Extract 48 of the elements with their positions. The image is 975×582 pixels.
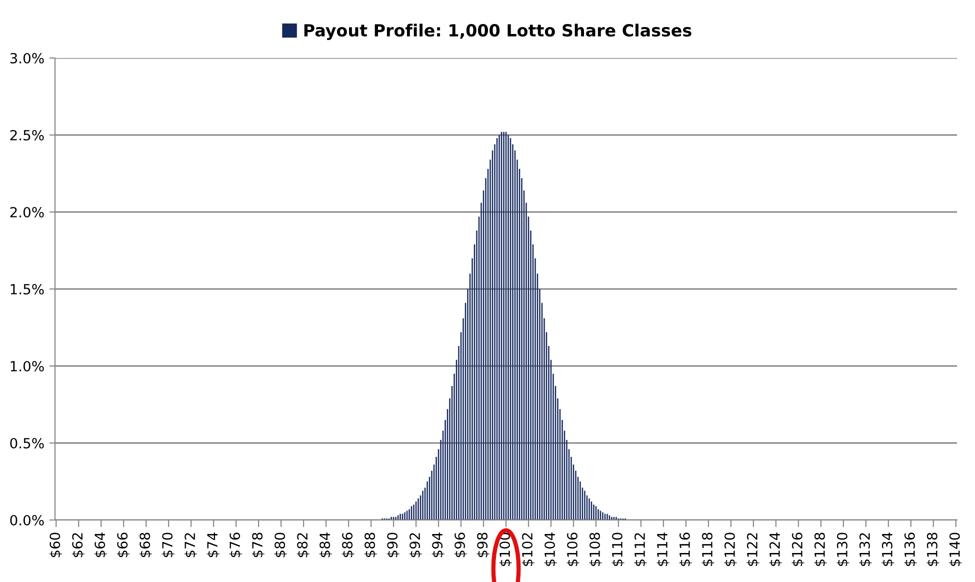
x-tick-label: $78: [252, 532, 264, 558]
x-tick-label: $120: [724, 532, 737, 566]
x-tick-label: $118: [702, 532, 714, 566]
x-tick-label: $86: [342, 532, 354, 558]
x-tick-label: $124: [769, 532, 782, 566]
x-tick-label: $122: [746, 533, 760, 566]
y-tick-label: 3.0%: [10, 52, 44, 64]
x-tick-label: $98: [476, 532, 490, 558]
y-tick-label: 0.5%: [10, 438, 44, 448]
x-tick-label: $132: [859, 533, 872, 566]
y-tick-label: 0.0%: [10, 514, 44, 526]
x-tick-label: $130: [836, 532, 850, 566]
legend-label: Payout Profile: 1,000 Lotto Share Classes: [304, 24, 692, 40]
y-tick-label: 2.5%: [10, 130, 44, 140]
x-tick-label: $106: [566, 532, 580, 566]
x-tick-label: $72: [184, 533, 197, 558]
x-tick-label: $126: [792, 532, 804, 566]
x-tick-label: $80: [274, 532, 287, 558]
x-tick-label: $138: [926, 532, 940, 566]
x-tick-label: $66: [116, 532, 130, 558]
x-tick-label: $74: [206, 532, 220, 558]
y-tick-label: 1.0%: [10, 360, 44, 372]
x-tick-label: $70: [162, 532, 174, 558]
x-tick-label: $90: [386, 532, 400, 558]
x-tick-label: $60: [49, 532, 62, 558]
x-tick-label: $110: [612, 532, 624, 566]
x-tick-label: $102: [522, 533, 534, 566]
x-tick-label: $62: [72, 533, 84, 558]
x-tick-label: $108: [589, 532, 602, 566]
y-tick-label: 1.5%: [10, 284, 44, 294]
x-tick-label: $92: [409, 533, 422, 558]
x-tick-label: $84: [319, 532, 332, 558]
x-tick-label: $112: [634, 533, 647, 566]
x-tick-label: $96: [454, 532, 467, 558]
x-tick-label: $128: [814, 532, 827, 566]
x-tick-label: $104: [544, 532, 557, 566]
x-tick-label: $88: [364, 532, 377, 558]
x-tick-label: $64: [94, 532, 107, 558]
x-tick-label: $76: [229, 532, 242, 558]
x-tick-label: $68: [139, 532, 152, 558]
x-tick-label: $116: [679, 532, 692, 566]
x-tick-label: $140: [949, 532, 962, 566]
y-tick-label: 2.0%: [10, 206, 44, 218]
x-tick-label: $136: [904, 532, 917, 566]
x-tick-label: $114: [656, 532, 670, 566]
x-tick-label: $94: [432, 532, 444, 558]
x-tick-label: $134: [882, 532, 894, 566]
x-tick-label: $82: [296, 533, 310, 558]
